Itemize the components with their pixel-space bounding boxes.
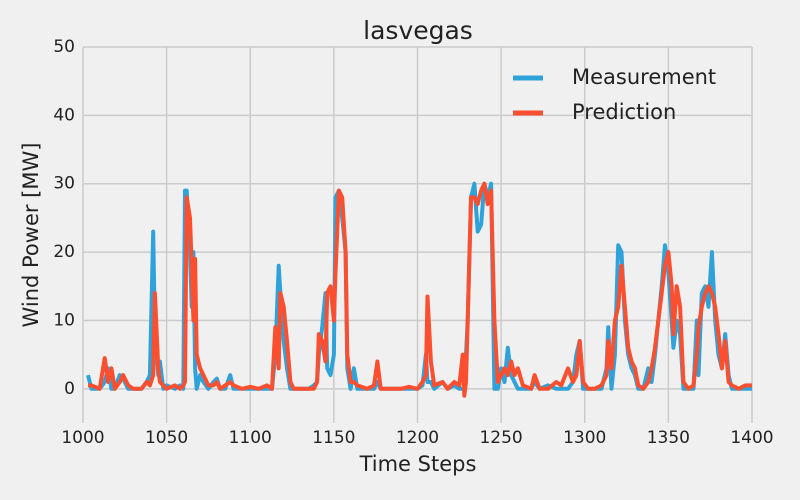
y-tick-label: 50 <box>53 37 75 57</box>
y-tick-label: 40 <box>53 105 75 125</box>
x-axis-label: Time Steps <box>359 452 477 476</box>
y-tick-label: 10 <box>53 310 75 330</box>
x-tick-label: 1250 <box>479 428 522 448</box>
x-tick-label: 1300 <box>563 428 606 448</box>
x-tick-label: 1000 <box>61 428 104 448</box>
x-tick-label: 1200 <box>396 428 439 448</box>
x-tick-label: 1400 <box>730 428 773 448</box>
x-tick-label: 1350 <box>647 428 690 448</box>
legend-label: Prediction <box>572 100 676 124</box>
y-tick-label: 20 <box>53 242 75 262</box>
y-tick-label: 30 <box>53 174 75 194</box>
series-line <box>88 181 752 398</box>
y-tick-label: 0 <box>64 379 75 399</box>
x-tick-label: 1100 <box>229 428 272 448</box>
legend-label: Measurement <box>572 65 716 89</box>
y-axis-label: Wind Power [MW] <box>19 143 43 328</box>
x-tick-label: 1050 <box>145 428 188 448</box>
x-tick-label: 1150 <box>312 428 355 448</box>
chart-title: lasvegas <box>363 16 473 45</box>
